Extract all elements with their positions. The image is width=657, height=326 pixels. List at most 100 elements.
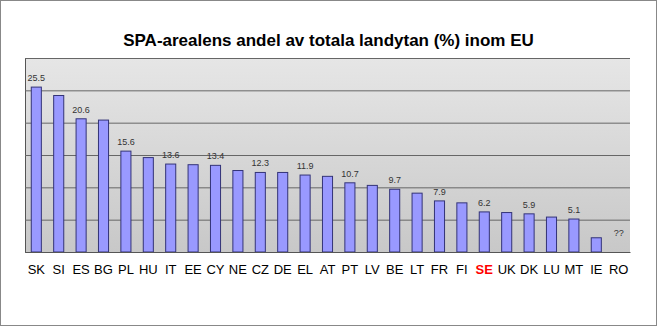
x-tick-label: LT [410, 262, 424, 277]
grid-line [25, 90, 630, 91]
x-tick-label: IT [165, 262, 177, 277]
x-tick-label: LV [365, 262, 380, 277]
bar [300, 175, 310, 252]
x-tick: FR [431, 262, 448, 277]
x-tick-label: FI [456, 262, 468, 277]
x-tick: SK [28, 262, 46, 277]
y-axis [25, 59, 630, 253]
y-tick [25, 155, 630, 156]
data-label: 20.6 [72, 105, 90, 115]
x-tick: BE [386, 262, 404, 277]
data-label: 5.1 [568, 205, 581, 215]
x-tick: LU [543, 262, 560, 277]
data-label: 15.6 [117, 137, 135, 147]
y-tick [25, 252, 630, 253]
x-tick-label: SK [28, 262, 46, 277]
x-tick: LV [365, 262, 380, 277]
bar [54, 96, 64, 252]
x-tick: IE [590, 262, 603, 277]
bar [524, 214, 534, 252]
x-tick-label: BE [386, 262, 404, 277]
x-tick-label: RO [609, 262, 629, 277]
x-tick: EE [184, 262, 202, 277]
grid-line [25, 58, 630, 59]
bar [434, 201, 444, 252]
x-tick-label: PL [118, 262, 134, 277]
bars [31, 87, 601, 252]
data-label: 12.3 [252, 158, 270, 168]
x-tick-label: UK [498, 262, 516, 277]
data-label: 11.9 [297, 161, 314, 171]
grid-line [25, 252, 630, 253]
x-tick-label: BG [94, 262, 113, 277]
x-tick: DK [520, 262, 538, 277]
x-tick-label: NE [229, 262, 247, 277]
bar [345, 183, 355, 252]
y-axis-line [26, 59, 631, 253]
x-tick: RO [609, 262, 629, 277]
bar [210, 165, 220, 252]
bar [322, 176, 332, 252]
plot: SK SI ES BG PL HU IT EE CY NE CZ DE EL AT PT LV BE LT FR FI… [25, 58, 631, 277]
x-tick: BG [94, 262, 113, 277]
x-tick-label: SE [476, 262, 494, 277]
x-tick: AT [320, 262, 336, 277]
x-tick-label: SI [53, 262, 65, 277]
y-tick [25, 90, 630, 91]
x-tick-label: AT [320, 262, 336, 277]
bar [121, 151, 131, 252]
x-axis-line [26, 252, 631, 253]
bar [457, 203, 467, 252]
data-label: 10.7 [341, 169, 359, 179]
bar [591, 238, 601, 252]
title: SPA-arealens andel av totala landytan (%… [123, 31, 534, 50]
x-axis: SK SI ES BG PL HU IT EE CY NE CZ DE EL AT PT LV BE LT FR FI… [26, 253, 631, 278]
bar [31, 87, 41, 252]
x-tick: UK [498, 262, 516, 277]
x-tick-label: IE [590, 262, 603, 277]
x-tick: HU [139, 262, 158, 277]
data-label: 7.9 [433, 187, 446, 197]
data-label: 13.6 [162, 150, 180, 160]
frame [1, 1, 657, 326]
bar [188, 165, 198, 252]
bar [569, 219, 579, 252]
x-tick: CY [206, 262, 224, 277]
x-tick: EL [297, 262, 313, 277]
y-tick [25, 123, 630, 124]
x-tick: IT [165, 262, 177, 277]
y-tick [25, 58, 630, 59]
bar [143, 158, 153, 252]
x-tick: SI [53, 262, 65, 277]
x-tick: PL [118, 262, 134, 277]
x-tick-label: EE [184, 262, 202, 277]
x-tick-label: CY [206, 262, 224, 277]
bar [255, 172, 265, 252]
x-tick-label: MT [564, 262, 583, 277]
chart: SPA-arealens andel av totala landytan (%… [0, 0, 657, 326]
data-label: 9.7 [388, 175, 401, 185]
x-tick: SE [476, 262, 494, 277]
x-tick: DE [274, 262, 292, 277]
x-tick: CZ [252, 262, 269, 277]
x-tick-label: FR [431, 262, 448, 277]
x-tick-label: PT [342, 262, 359, 277]
bar [479, 212, 489, 252]
data-label: ?? [614, 228, 624, 238]
bar [233, 171, 243, 252]
x-tick-label: ES [72, 262, 90, 277]
x-tick-label: HU [139, 262, 158, 277]
data-label: 25.5 [28, 73, 46, 83]
x-tick: LT [410, 262, 424, 277]
x-tick-label: CZ [252, 262, 269, 277]
x-tick-label: EL [297, 262, 313, 277]
bar [546, 217, 556, 252]
x-tick: MT [564, 262, 583, 277]
bar [98, 120, 108, 252]
bar [502, 213, 512, 252]
x-tick: NE [229, 262, 247, 277]
grid-line [25, 155, 630, 156]
bar [278, 172, 288, 252]
x-tick: ES [72, 262, 90, 277]
data-label: 5.9 [523, 200, 536, 210]
